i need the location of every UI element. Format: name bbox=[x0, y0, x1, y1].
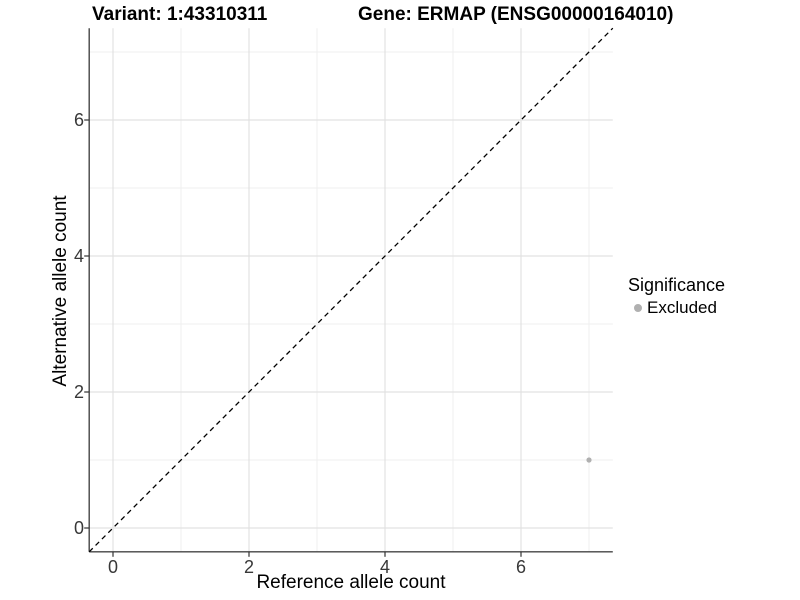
plot-title-variant: Variant: 1:43310311 bbox=[92, 4, 268, 25]
legend: Significance Excluded bbox=[628, 274, 725, 318]
y-axis-title: Alternative allele count bbox=[50, 195, 71, 387]
identity-reference-line bbox=[88, 27, 614, 553]
legend-key-dot-icon bbox=[634, 304, 642, 312]
plot-title-gene: Gene: ERMAP (ENSG00000164010) bbox=[358, 4, 674, 25]
x-axis-title: Reference allele count bbox=[256, 572, 446, 593]
legend-item-label: Excluded bbox=[647, 298, 717, 317]
legend-item-excluded: Excluded bbox=[634, 298, 725, 318]
legend-title: Significance bbox=[628, 275, 726, 295]
data-point bbox=[586, 457, 592, 463]
